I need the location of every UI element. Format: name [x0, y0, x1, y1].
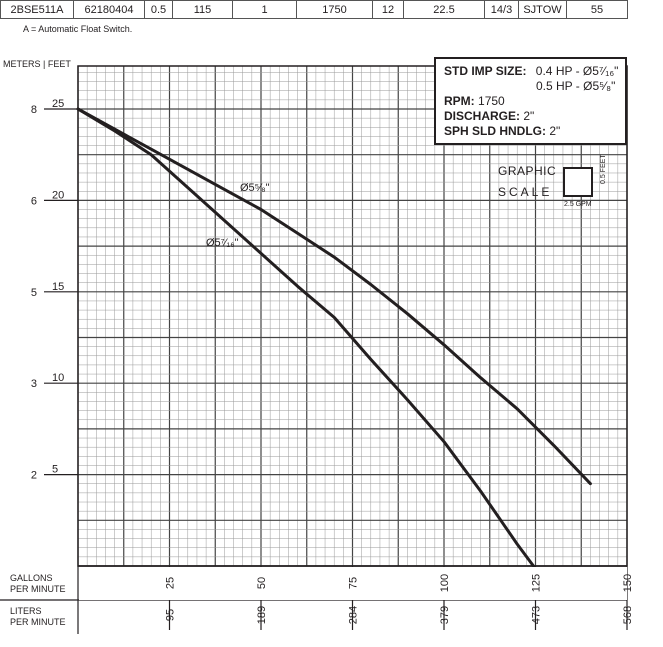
chart-series	[76, 107, 627, 600]
x-gpm-tick-label: 75	[348, 577, 360, 589]
discharge-value: 2"	[523, 109, 535, 123]
sph-label: SPH SLD HNDLG:	[444, 124, 546, 138]
y-feet-tick-label: 20	[52, 189, 64, 201]
x-gpm-tick-label: 100	[439, 574, 451, 592]
x-gpm-tick-label: 150	[622, 574, 634, 592]
std-imp-row-2: 0.5 HP - Ø5⁵⁄₈"	[444, 79, 625, 94]
graphic-scale-box	[563, 167, 593, 197]
value-cell: 22.5	[403, 0, 485, 19]
graphic-scale-gpm: 2.5 GPM	[564, 201, 592, 208]
series-label-1: Ø5⁷⁄₁₆"	[206, 237, 239, 249]
rpm-cell: 1750	[296, 0, 373, 19]
rpm-row: RPM: 1750	[444, 94, 625, 109]
discharge-row: DISCHARGE: 2"	[444, 109, 625, 124]
graphic-scale-label: SCALE	[498, 185, 553, 199]
gpm-axis-title-line1: GALLONS	[10, 573, 53, 583]
y-feet-tick-label: 10	[52, 372, 64, 384]
lpm-axis-title-line2: PER MINUTE	[10, 617, 66, 627]
chart-tick-labels: Ø5⁵⁄₈" Ø5⁷⁄₁₆" 5 2 10 3 15 5 20 6 25 8 25 95 50 189 75 28…	[31, 98, 634, 624]
rpm-label: RPM:	[444, 94, 475, 108]
sph-row: SPH SLD HNDLG: 2"	[444, 124, 625, 139]
spec-table: 2BSE511A 62180404 0.5 115 1 1750 12 22.5…	[0, 0, 628, 19]
y-meter-tick-label: 2	[31, 470, 37, 482]
x-lpm-tick-label: 379	[439, 606, 451, 624]
y-feet-tick-label: 5	[52, 464, 58, 476]
x-lpm-tick-label: 95	[165, 609, 177, 621]
graphic-scale-feet: 0.5 FEET	[600, 154, 607, 184]
phase-cell: 1	[232, 0, 297, 19]
chart-axes	[0, 65, 628, 634]
lpm-axis-title: LITERS PER MINUTE	[10, 606, 66, 628]
chart-grid	[77, 66, 628, 567]
cord-type-cell: SJTOW	[518, 0, 567, 19]
volts-cell: 115	[172, 0, 233, 19]
spec-table-row: 2BSE511A 62180404 0.5 115 1 1750 12 22.5…	[0, 0, 628, 19]
units-header: METERS | FEET	[3, 59, 71, 69]
y-feet-tick-label: 25	[52, 98, 64, 110]
y-meter-tick-label: 6	[31, 195, 37, 207]
gpm-axis-title-line2: PER MINUTE	[10, 584, 66, 594]
std-imp-value-1: 0.4 HP - Ø5⁷⁄₁₆"	[535, 64, 619, 78]
series-line-1	[76, 107, 556, 595]
std-imp-row: STD IMP SIZE: 0.4 HP - Ø5⁷⁄₁₆"	[444, 64, 625, 79]
y-meter-tick-label: 5	[31, 287, 37, 299]
pump-info-box: STD IMP SIZE: 0.4 HP - Ø5⁷⁄₁₆" 0.5 HP - …	[434, 57, 627, 145]
weight-cell: 55	[566, 0, 628, 19]
discharge-label: DISCHARGE:	[444, 109, 521, 123]
y-meter-tick-label: 8	[31, 104, 37, 116]
plot-bottom-mask	[79, 567, 627, 600]
x-gpm-tick-label: 125	[531, 574, 543, 592]
lpm-axis-title-line1: LITERS	[10, 606, 42, 616]
x-gpm-tick-label: 25	[165, 577, 177, 589]
y-meter-tick-label: 3	[31, 378, 37, 390]
footnote: A = Automatic Float Switch.	[23, 24, 133, 34]
graphic-scale-title: GRAPHIC	[498, 164, 557, 178]
std-imp-value-2: 0.5 HP - Ø5⁵⁄₈"	[536, 79, 616, 93]
model-cell: 2BSE511A	[0, 0, 74, 19]
series-label-0: Ø5⁵⁄₈"	[240, 182, 270, 194]
std-imp-label: STD IMP SIZE:	[444, 64, 527, 78]
amps-cell: 12	[372, 0, 404, 19]
x-gpm-tick-label: 50	[256, 577, 268, 589]
x-lpm-tick-label: 568	[622, 606, 634, 624]
rpm-value: 1750	[478, 94, 505, 108]
x-lpm-tick-label: 189	[256, 606, 268, 624]
x-lpm-tick-label: 473	[531, 606, 543, 624]
x-lpm-tick-label: 284	[348, 606, 360, 624]
series-line-0	[76, 107, 592, 486]
hp-cell: 0.5	[144, 0, 173, 19]
sph-value: 2"	[549, 124, 561, 138]
gpm-axis-title: GALLONS PER MINUTE	[10, 573, 66, 595]
y-feet-tick-label: 15	[52, 281, 64, 293]
